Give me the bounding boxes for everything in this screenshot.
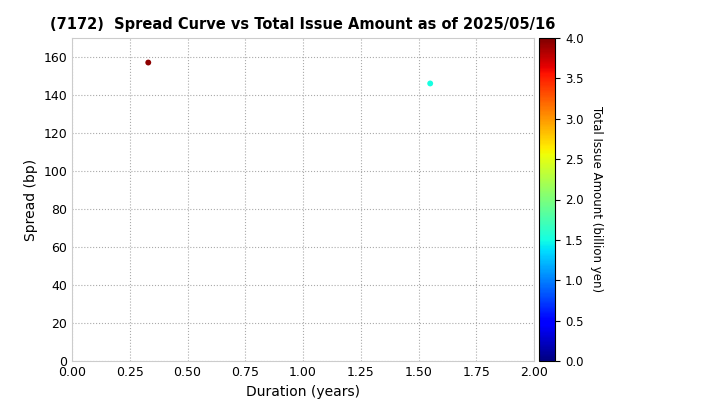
Y-axis label: Spread (bp): Spread (bp)	[24, 158, 37, 241]
Y-axis label: Total Issue Amount (billion yen): Total Issue Amount (billion yen)	[590, 106, 603, 293]
X-axis label: Duration (years): Duration (years)	[246, 385, 360, 399]
Point	[424, 80, 436, 87]
Point	[143, 59, 154, 66]
Title: (7172)  Spread Curve vs Total Issue Amount as of 2025/05/16: (7172) Spread Curve vs Total Issue Amoun…	[50, 18, 556, 32]
